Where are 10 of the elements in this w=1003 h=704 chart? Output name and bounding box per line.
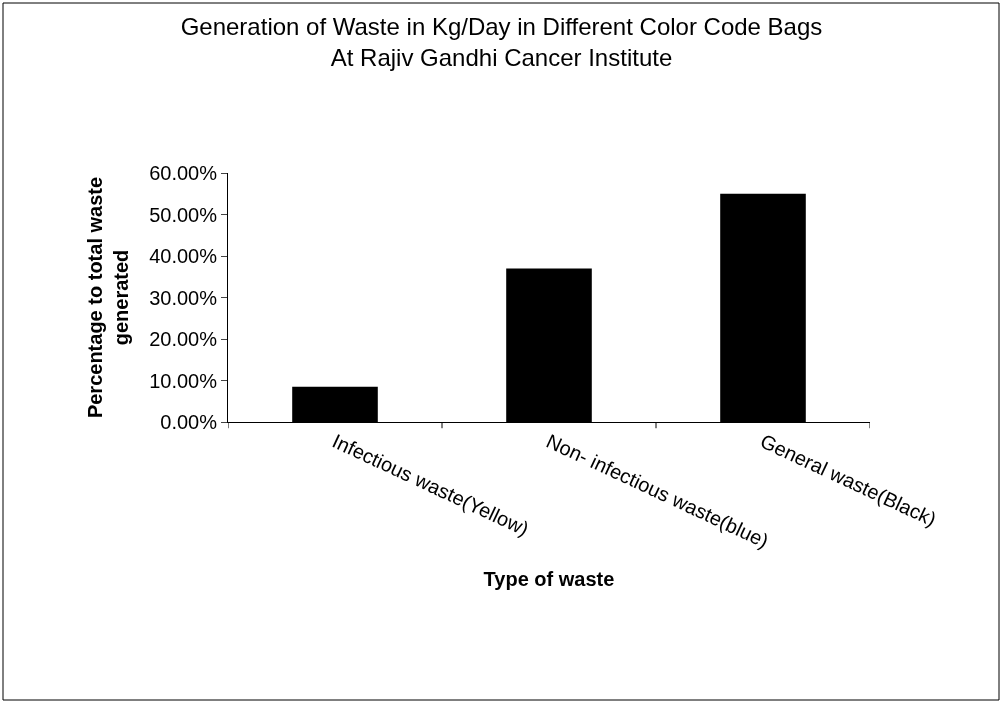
y-tick-label: 60.00% <box>149 162 218 184</box>
y-tick-label: 20.00% <box>149 328 218 350</box>
y-tick-label: 10.00% <box>149 369 218 392</box>
y-tick-label: 40.00% <box>149 245 218 267</box>
y-tick-label: 30.00% <box>149 286 218 309</box>
y-tick-label: 0.00% <box>160 411 218 433</box>
x-axis-title: Type of waste <box>483 567 615 590</box>
y-axis-title: Percentage to total waste generated <box>83 176 132 419</box>
chart-title: Generation of Waste in Kg/Day in Different Color Code Bags At Rajiv Gandhi Cancer Institute <box>180 13 823 72</box>
y-tick-label: 50.00% <box>149 203 218 226</box>
